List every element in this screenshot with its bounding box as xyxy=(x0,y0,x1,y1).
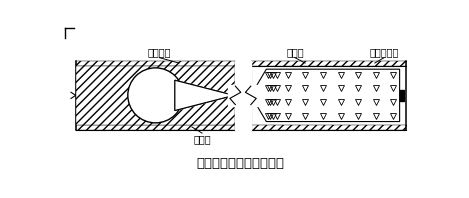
Polygon shape xyxy=(76,66,235,125)
Text: 未挖土体: 未挖土体 xyxy=(148,47,171,57)
Polygon shape xyxy=(251,66,406,125)
Polygon shape xyxy=(76,125,235,130)
Polygon shape xyxy=(175,80,234,110)
Polygon shape xyxy=(175,80,234,110)
Text: 接头管: 接头管 xyxy=(193,134,211,144)
Circle shape xyxy=(128,68,183,123)
Polygon shape xyxy=(251,61,406,66)
Polygon shape xyxy=(76,66,235,125)
Polygon shape xyxy=(175,80,234,110)
Text: 地墙圆形柔性接头示意图: 地墙圆形柔性接头示意图 xyxy=(197,157,285,170)
Text: 钢筋笼: 钢筋笼 xyxy=(286,47,304,57)
Text: 已浇注槽段: 已浇注槽段 xyxy=(370,47,399,57)
Polygon shape xyxy=(400,90,404,101)
Polygon shape xyxy=(251,125,406,130)
Polygon shape xyxy=(76,61,235,66)
Polygon shape xyxy=(251,69,400,122)
